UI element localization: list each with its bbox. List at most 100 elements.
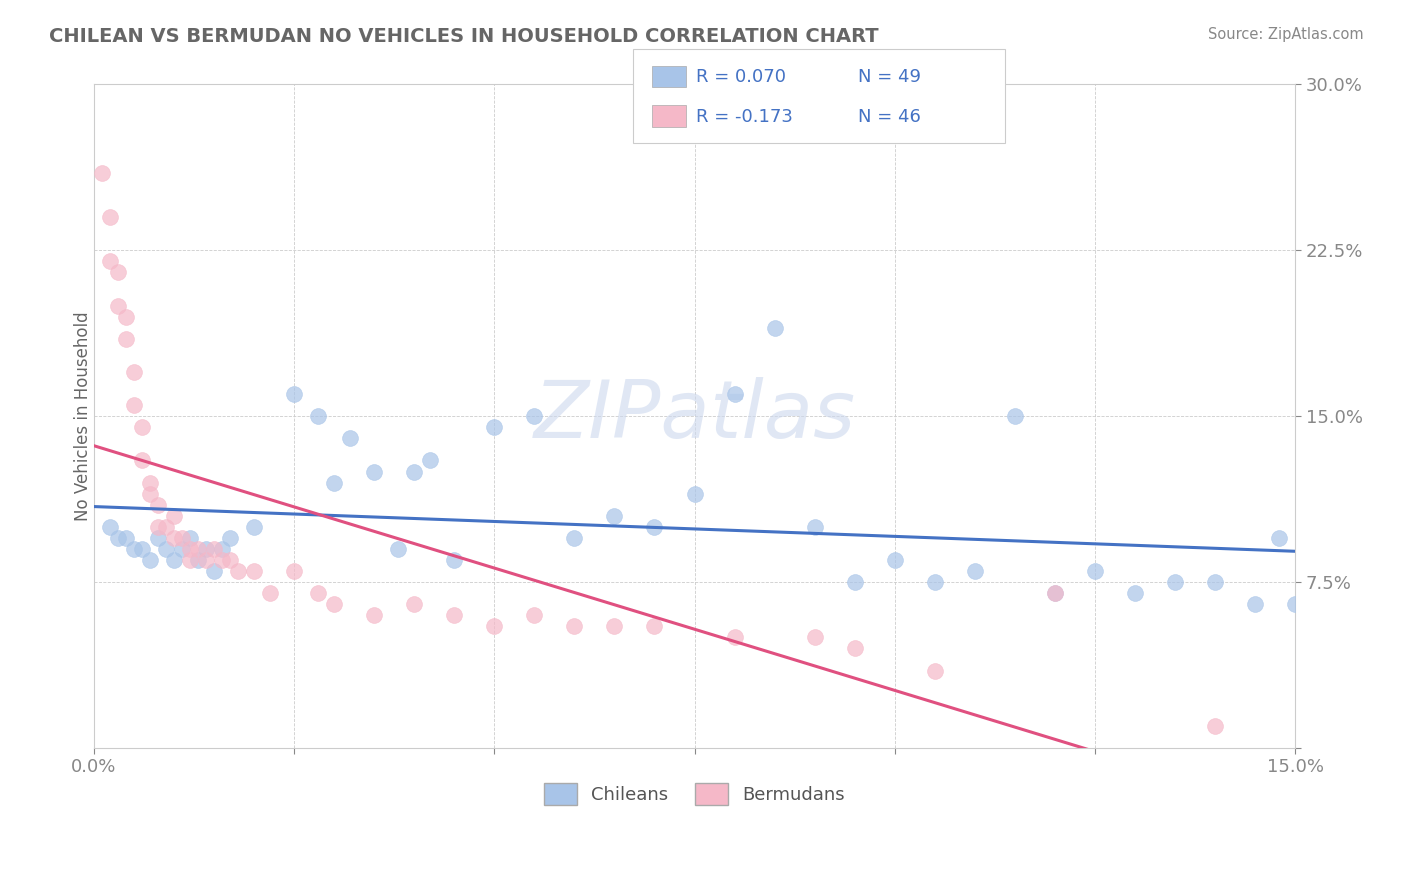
Point <box>1204 719 1226 733</box>
Point <box>179 553 201 567</box>
Point <box>98 520 121 534</box>
Point <box>564 619 586 633</box>
Point <box>139 486 162 500</box>
Point <box>339 431 361 445</box>
Point <box>170 541 193 556</box>
Point <box>1244 597 1267 611</box>
Point <box>443 608 465 623</box>
Point <box>603 508 626 523</box>
Point <box>146 531 169 545</box>
Point <box>643 619 665 633</box>
Point <box>1043 586 1066 600</box>
Point <box>523 608 546 623</box>
Point <box>844 641 866 656</box>
Point <box>179 531 201 545</box>
Point <box>202 564 225 578</box>
Point <box>564 531 586 545</box>
Point <box>803 520 825 534</box>
Point <box>803 631 825 645</box>
Point <box>226 564 249 578</box>
Point <box>131 453 153 467</box>
Point <box>107 531 129 545</box>
Point <box>98 254 121 268</box>
Point <box>219 553 242 567</box>
Point <box>723 387 745 401</box>
Text: CHILEAN VS BERMUDAN NO VEHICLES IN HOUSEHOLD CORRELATION CHART: CHILEAN VS BERMUDAN NO VEHICLES IN HOUSE… <box>49 27 879 45</box>
Point <box>1268 531 1291 545</box>
Text: R = -0.173: R = -0.173 <box>696 108 793 126</box>
Point <box>844 575 866 590</box>
Point <box>404 597 426 611</box>
Point <box>283 387 305 401</box>
Point <box>146 520 169 534</box>
Text: N = 49: N = 49 <box>858 69 921 87</box>
Point <box>122 398 145 412</box>
Point <box>1284 597 1306 611</box>
Point <box>683 486 706 500</box>
Point <box>179 541 201 556</box>
Point <box>98 210 121 224</box>
Point <box>363 465 385 479</box>
Point <box>307 409 329 424</box>
Text: ZIPatlas: ZIPatlas <box>533 377 856 455</box>
Point <box>404 465 426 479</box>
Point <box>1004 409 1026 424</box>
Point <box>163 553 186 567</box>
Point <box>419 453 441 467</box>
Point <box>1164 575 1187 590</box>
Point <box>139 553 162 567</box>
Point <box>187 541 209 556</box>
Point <box>146 498 169 512</box>
Point <box>115 531 138 545</box>
Text: N = 46: N = 46 <box>858 108 921 126</box>
Point <box>131 541 153 556</box>
Point <box>443 553 465 567</box>
Point <box>131 420 153 434</box>
Point <box>115 332 138 346</box>
Point <box>195 541 218 556</box>
Point <box>523 409 546 424</box>
Point <box>323 597 346 611</box>
Point <box>187 553 209 567</box>
Point <box>484 619 506 633</box>
Y-axis label: No Vehicles in Household: No Vehicles in Household <box>75 311 91 521</box>
Point <box>883 553 905 567</box>
Point <box>155 541 177 556</box>
Point <box>107 265 129 279</box>
Point <box>243 564 266 578</box>
Point <box>259 586 281 600</box>
Point <box>387 541 409 556</box>
Point <box>139 475 162 490</box>
Point <box>211 553 233 567</box>
Point <box>1204 575 1226 590</box>
Point <box>1084 564 1107 578</box>
Point <box>643 520 665 534</box>
Point <box>243 520 266 534</box>
Legend: Chileans, Bermudans: Chileans, Bermudans <box>537 775 852 812</box>
Text: R = 0.070: R = 0.070 <box>696 69 786 87</box>
Point <box>122 541 145 556</box>
Point <box>603 619 626 633</box>
Text: Source: ZipAtlas.com: Source: ZipAtlas.com <box>1208 27 1364 42</box>
Point <box>211 541 233 556</box>
Point <box>307 586 329 600</box>
Point <box>91 166 114 180</box>
Point <box>723 631 745 645</box>
Point <box>1301 597 1323 611</box>
Point <box>107 299 129 313</box>
Point <box>115 310 138 324</box>
Point <box>202 541 225 556</box>
Point <box>924 664 946 678</box>
Point <box>763 320 786 334</box>
Point <box>1123 586 1146 600</box>
Point <box>219 531 242 545</box>
Point <box>363 608 385 623</box>
Point <box>323 475 346 490</box>
Point <box>195 553 218 567</box>
Point <box>122 365 145 379</box>
Point <box>1043 586 1066 600</box>
Point <box>163 531 186 545</box>
Point <box>484 420 506 434</box>
Point <box>924 575 946 590</box>
Point <box>163 508 186 523</box>
